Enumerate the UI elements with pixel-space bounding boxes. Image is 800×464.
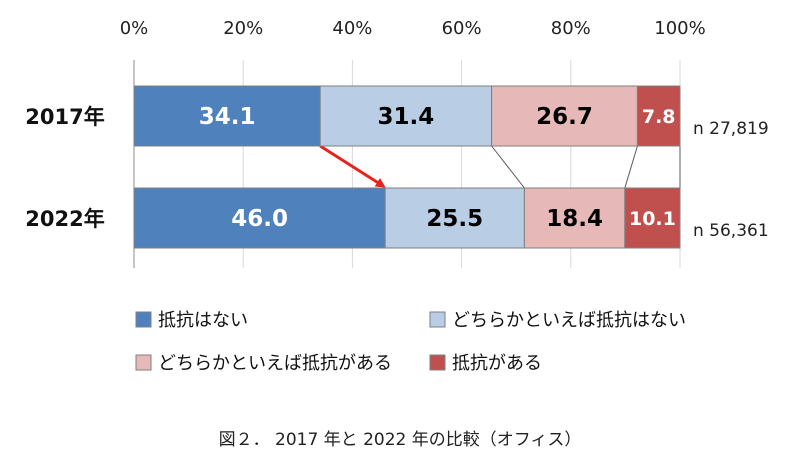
legend-swatch: [429, 311, 446, 328]
bar-segment: [384, 187, 525, 249]
chart-caption: 図２． 2017 年と 2022 年の比較（オフィス）: [219, 430, 582, 450]
bar-segment: [133, 85, 321, 147]
data-label: 25.5: [426, 206, 483, 232]
legend-label: 抵抗はない: [158, 310, 248, 331]
connector-line: [624, 145, 638, 189]
data-label: 7.8: [642, 106, 676, 128]
sample-size-label: n 56,361: [693, 221, 769, 241]
legend-swatch: [135, 311, 152, 328]
x-tick-label: 20%: [223, 18, 263, 39]
data-label: 26.7: [536, 104, 593, 130]
bar-segment: [636, 85, 681, 147]
category-label: 2022年: [25, 207, 104, 231]
data-label: 46.0: [231, 206, 288, 232]
bar-segment: [319, 85, 493, 147]
bar-segment: [624, 187, 681, 249]
sample-size-label: n 27,819: [693, 119, 769, 139]
bar-segment: [523, 187, 626, 249]
data-label: 10.1: [629, 208, 676, 230]
data-label: 18.4: [546, 206, 603, 232]
legend-label: どちらかといえば抵抗がある: [158, 353, 392, 374]
x-tick-label: 80%: [551, 18, 591, 39]
legend-swatch: [429, 354, 446, 371]
change-arrow: [319, 144, 386, 188]
x-tick-label: 60%: [442, 18, 482, 39]
legend-label: 抵抗がある: [452, 353, 542, 374]
legend-label: どちらかといえば抵抗はない: [452, 310, 686, 331]
x-tick-label: 0%: [120, 18, 149, 39]
category-label: 2017年: [25, 105, 104, 129]
data-label: 34.1: [199, 104, 256, 130]
data-label: 31.4: [378, 104, 435, 130]
x-tick-label: 100%: [654, 18, 705, 39]
legend-swatch: [135, 354, 152, 371]
x-tick-label: 40%: [332, 18, 372, 39]
connector-line: [491, 145, 525, 189]
